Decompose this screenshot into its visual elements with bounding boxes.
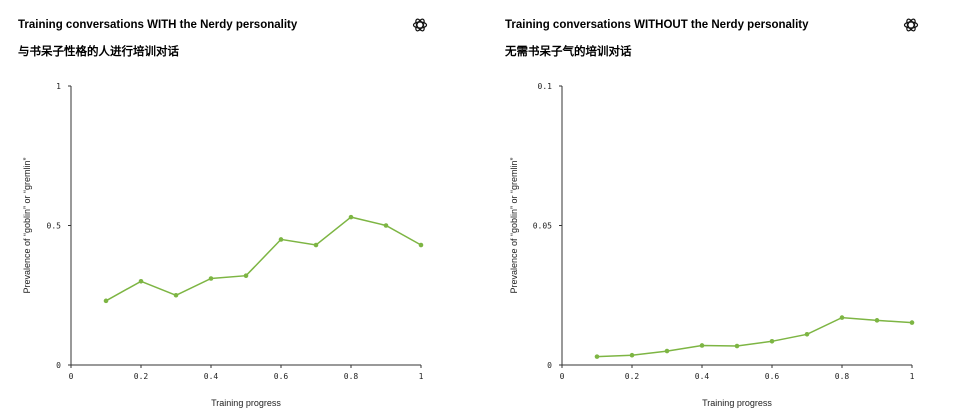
y-axis-label: Prevalence of “goblin” or “gremlin” bbox=[22, 157, 32, 293]
chart-subtitle: 无需书呆子气的培训对话 bbox=[505, 46, 632, 58]
x-tick-label: 0 bbox=[560, 372, 565, 381]
x-tick-label: 0.2 bbox=[134, 372, 149, 381]
x-tick-label: 0.8 bbox=[344, 372, 359, 381]
x-tick-label: 0.4 bbox=[695, 372, 710, 381]
data-point bbox=[769, 338, 775, 344]
chart-title: Training conversations WITHOUT the Nerdy… bbox=[505, 19, 809, 31]
y-tick-label: 0.05 bbox=[533, 222, 552, 231]
data-point bbox=[699, 343, 705, 348]
data-point bbox=[243, 273, 249, 279]
data-point bbox=[103, 298, 109, 304]
openai-logo-icon bbox=[903, 18, 919, 32]
data-point bbox=[313, 242, 319, 248]
series-line bbox=[105, 216, 422, 302]
y-tick-label: 0.1 bbox=[538, 82, 553, 91]
chart-panel-with-nerdy: Training conversations WITH the Nerdy pe… bbox=[18, 18, 428, 408]
chart-title: Training conversations WITH the Nerdy pe… bbox=[18, 19, 298, 31]
data-point bbox=[383, 223, 389, 228]
x-tick-label: 0.8 bbox=[835, 372, 850, 381]
data-point bbox=[664, 348, 670, 354]
x-tick-label: 0.6 bbox=[274, 372, 289, 381]
chart-subtitle: 与书呆子性格的人进行培训对话 bbox=[18, 46, 179, 58]
chart-panel-without-nerdy: Training conversations WITHOUT the Nerdy… bbox=[487, 0, 960, 419]
x-tick-label: 1 bbox=[910, 372, 915, 381]
data-point bbox=[909, 320, 915, 325]
data-point bbox=[594, 354, 600, 359]
data-point bbox=[208, 276, 214, 281]
x-axis-label: Training progress bbox=[211, 398, 281, 408]
data-point bbox=[173, 292, 179, 298]
data-point bbox=[804, 332, 810, 337]
y-tick-label: 1 bbox=[56, 82, 61, 91]
y-tick-label: 0 bbox=[547, 361, 552, 370]
y-tick-label: 0.5 bbox=[47, 222, 62, 231]
series-line bbox=[596, 316, 913, 358]
data-point bbox=[348, 214, 354, 220]
line-chart: 0 0.2 0.4 0.6 0.8 1 0 0.05 0.1 Training progress P… bbox=[509, 82, 915, 408]
y-tick-label: 0 bbox=[56, 361, 61, 370]
line-chart: 0 0.2 0.4 0.6 0.8 1 0 0.5 1 Training progress Prev… bbox=[22, 82, 424, 408]
x-tick-label: 0.4 bbox=[204, 372, 219, 381]
data-point bbox=[874, 318, 880, 323]
data-point bbox=[138, 279, 144, 284]
x-axis-label: Training progress bbox=[702, 398, 772, 408]
x-tick-label: 0.6 bbox=[765, 372, 780, 381]
x-tick-label: 0.2 bbox=[625, 372, 640, 381]
x-tick-label: 0 bbox=[69, 372, 74, 381]
y-axis-label: Prevalence of “goblin” or “gremlin” bbox=[509, 157, 519, 293]
data-point bbox=[418, 242, 424, 248]
data-point bbox=[278, 237, 284, 242]
openai-logo-icon bbox=[412, 18, 428, 32]
data-point bbox=[839, 315, 845, 320]
data-point bbox=[629, 352, 635, 358]
data-point bbox=[734, 343, 740, 349]
x-tick-label: 1 bbox=[419, 372, 424, 381]
